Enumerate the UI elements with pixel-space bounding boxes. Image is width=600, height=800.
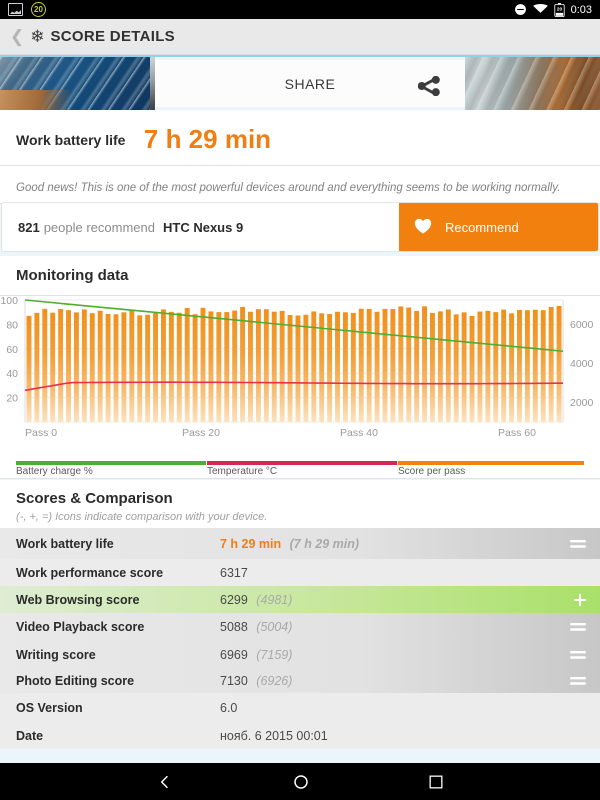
- svg-text:Pass 20: Pass 20: [182, 427, 220, 439]
- svg-text:40: 40: [6, 368, 18, 380]
- svg-text:80: 80: [6, 319, 18, 331]
- svg-text:Pass 0: Pass 0: [25, 427, 57, 439]
- svg-text:20: 20: [557, 6, 563, 11]
- svg-text:100: 100: [0, 296, 18, 307]
- svg-text:2000: 2000: [570, 397, 594, 409]
- svg-text:Pass 60: Pass 60: [498, 427, 536, 439]
- svg-text:20: 20: [6, 393, 18, 405]
- svg-text:4000: 4000: [570, 358, 594, 370]
- svg-text:Pass 40: Pass 40: [340, 427, 378, 439]
- svg-text:6000: 6000: [570, 319, 594, 331]
- svg-text:60: 60: [6, 344, 18, 356]
